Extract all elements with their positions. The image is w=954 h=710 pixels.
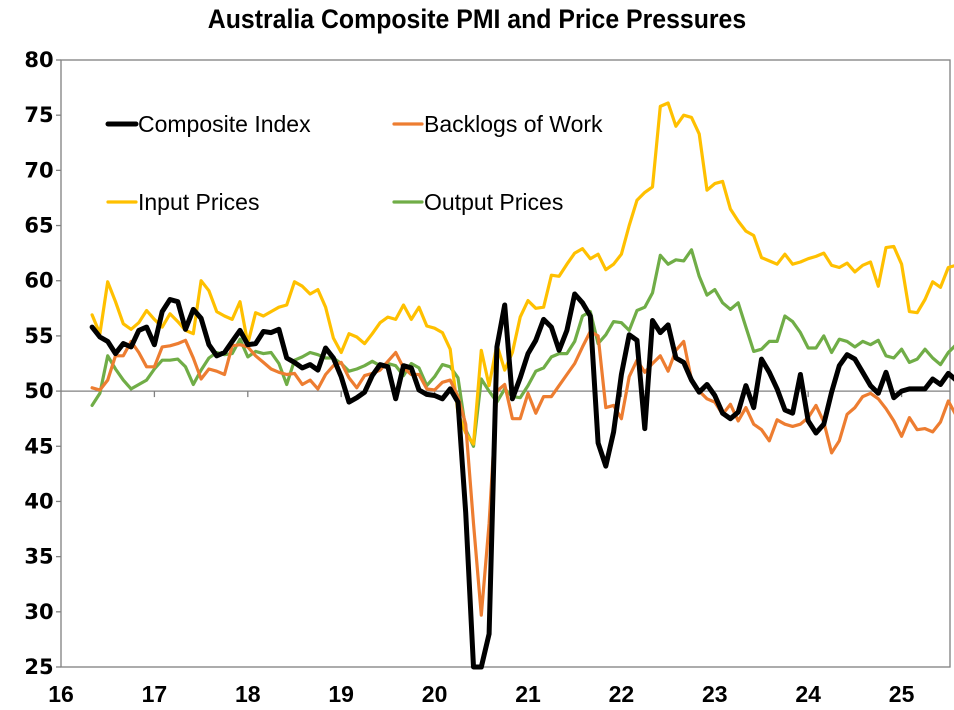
- legend-item: Backlogs of Work: [392, 111, 603, 137]
- plot-area: [60, 59, 951, 668]
- chart-title: Australia Composite PMI and Price Pressu…: [207, 4, 747, 34]
- x-tick-label: 25: [889, 681, 915, 707]
- y-tick-label: 70: [24, 158, 53, 182]
- x-tick-label: 22: [609, 681, 635, 707]
- plot-border: [60, 59, 951, 668]
- x-axis: 16 17 18 19 20 21 22 23 24 25: [48, 391, 915, 707]
- series-line-backlogs-of-work: [90, 329, 954, 617]
- series-line-input-prices: [90, 101, 954, 446]
- y-tick-label: 65: [24, 214, 53, 238]
- legend-item: Composite Index: [105, 111, 311, 137]
- legend-label: Output Prices: [424, 189, 563, 215]
- x-tick-label: 24: [795, 681, 821, 707]
- y-tick-label: 50: [24, 379, 53, 403]
- x-tick-label: 21: [515, 681, 541, 707]
- x-tick-label: 20: [422, 681, 448, 707]
- x-tick-label: 23: [702, 681, 728, 707]
- legend-label: Backlogs of Work: [424, 111, 603, 137]
- legend-label: Composite Index: [138, 111, 311, 137]
- y-axis: 80 75 70 65 60 55 50 45 40 35 30 25: [24, 48, 61, 679]
- legend-label: Input Prices: [138, 189, 259, 215]
- x-tick-label: 18: [235, 681, 261, 707]
- series-layer: [89, 101, 954, 670]
- y-tick-label: 35: [24, 545, 53, 569]
- y-tick-label: 40: [24, 489, 53, 513]
- y-tick-label: 75: [24, 103, 53, 127]
- y-tick-label: 60: [24, 269, 53, 293]
- y-tick-label: 30: [24, 600, 53, 624]
- y-tick-label: 80: [24, 48, 53, 72]
- y-tick-label: 25: [24, 655, 53, 679]
- x-tick-label: 19: [328, 681, 354, 707]
- x-tick-label: 16: [48, 681, 74, 707]
- legend-item: Input Prices: [106, 189, 259, 215]
- series-line-composite-index: [89, 291, 954, 670]
- x-tick-label: 17: [142, 681, 168, 707]
- legend: Composite Index Backlogs of Work Input Pri…: [105, 111, 603, 215]
- y-tick-label: 55: [24, 324, 53, 348]
- y-tick-label: 45: [24, 434, 53, 458]
- legend-item: Output Prices: [392, 189, 563, 215]
